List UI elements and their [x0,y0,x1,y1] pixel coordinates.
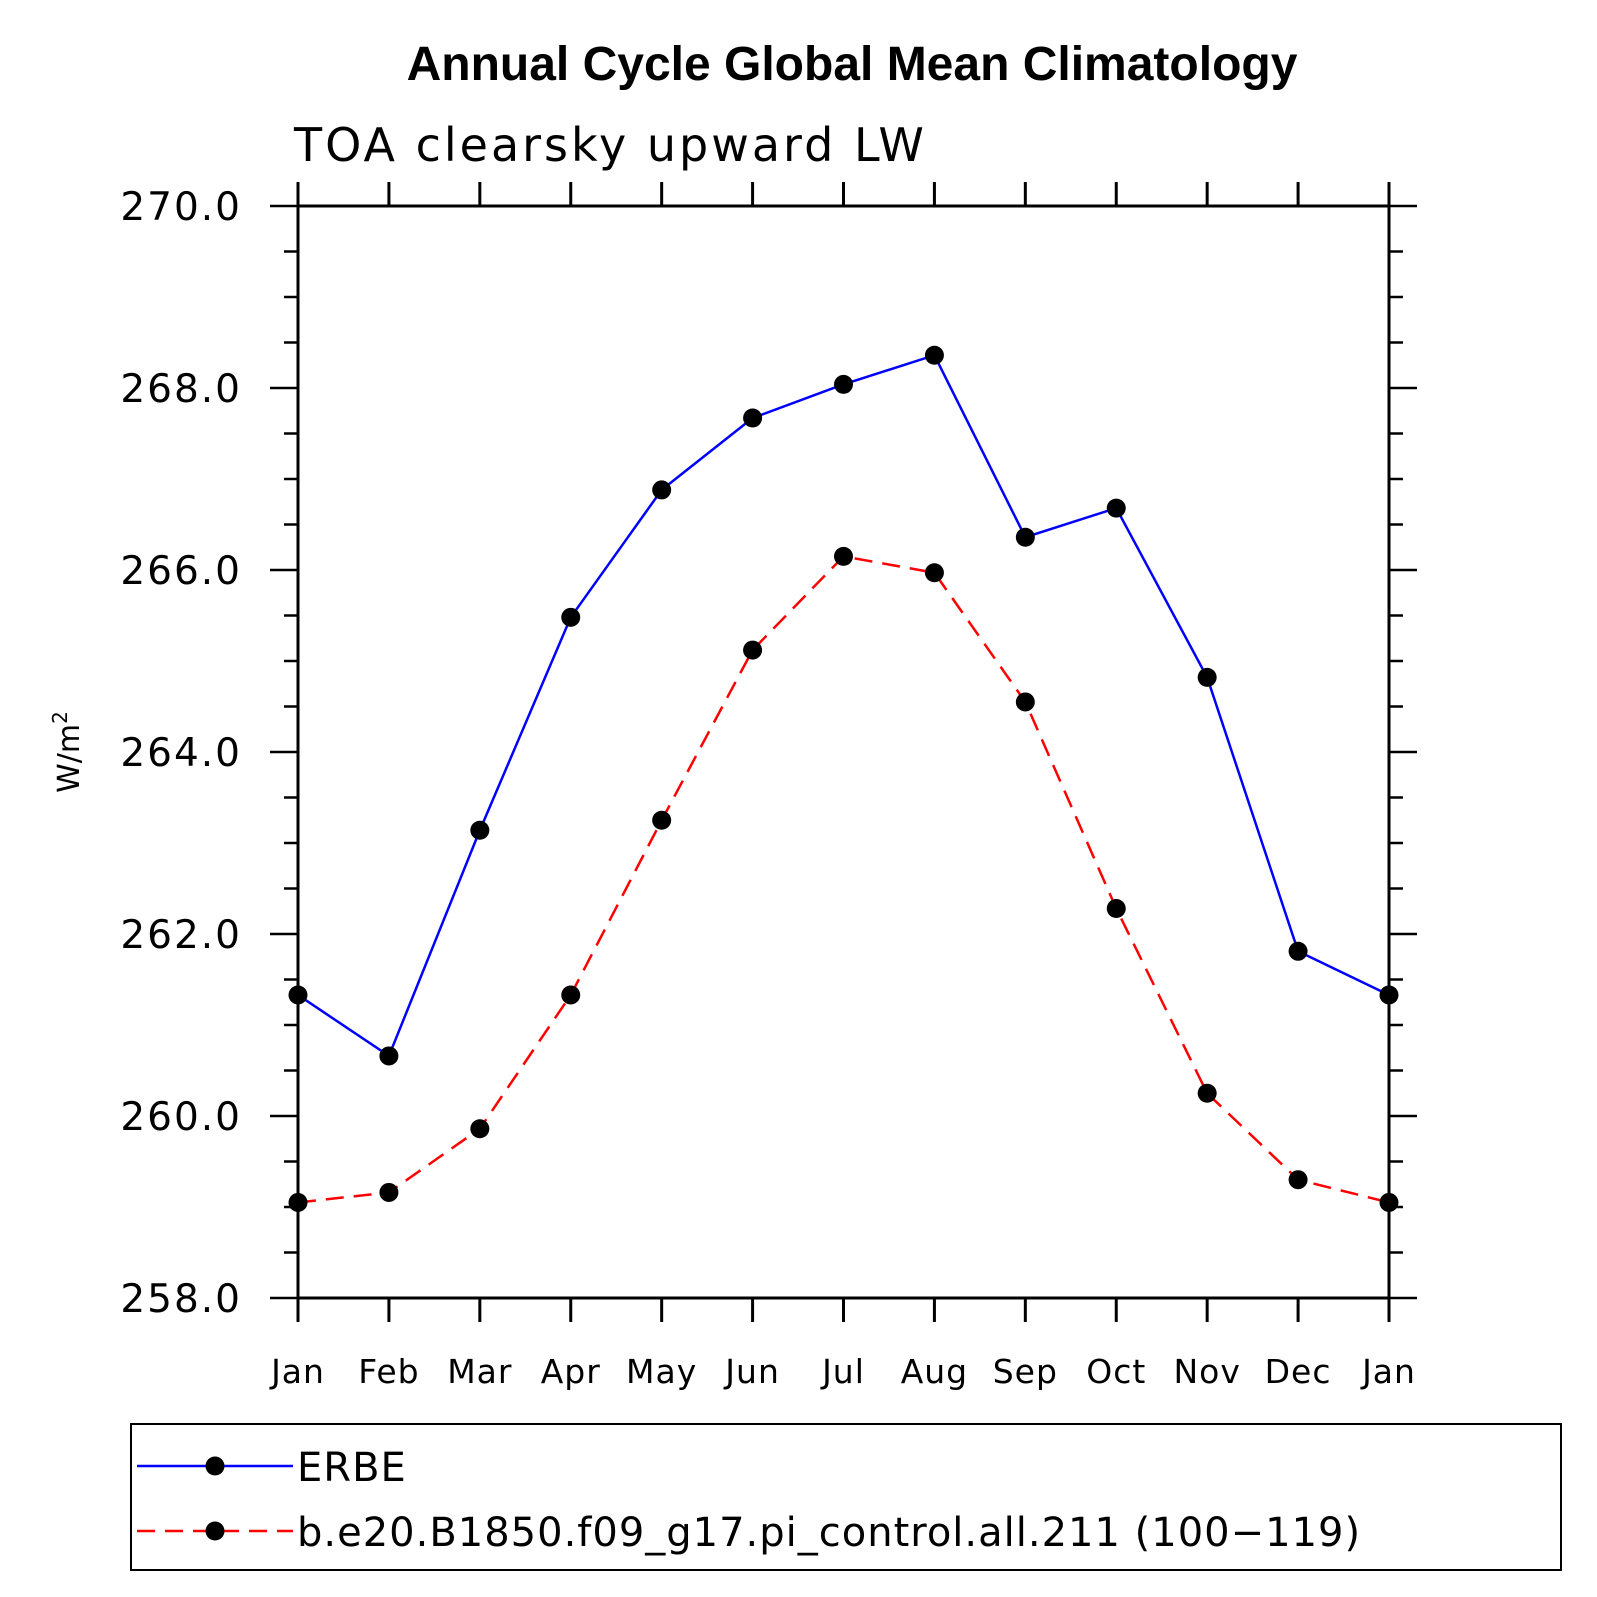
data-point-series-1 [924,345,944,365]
x-tick-label: Dec [1265,1352,1332,1391]
data-point-series-1 [1015,527,1035,547]
x-tick-label: Apr [541,1352,601,1391]
data-point-series-2 [1106,899,1126,919]
data-point-series-1 [1379,985,1399,1005]
y-tick-label: 262.0 [120,913,242,958]
data-point-series-1 [1288,941,1308,961]
x-tick-label: May [626,1352,697,1391]
data-point-series-2 [470,1119,490,1139]
data-point-series-2 [288,1192,308,1212]
data-point-series-1 [561,607,581,627]
data-point-series-2 [1015,692,1035,712]
series-line-2 [297,555,1390,1204]
x-tick-label: Oct [1086,1352,1146,1391]
y-axis-label: W/m2 [48,711,87,793]
data-point-series-2 [924,563,944,583]
x-tick-label: Jan [269,1352,325,1391]
x-tick-label: Aug [901,1352,968,1391]
y-tick-label: 258.0 [120,1277,242,1322]
data-point-series-2 [652,810,672,830]
x-tick-label: Jun [723,1352,780,1391]
data-point-series-2 [743,640,763,660]
data-point-series-1 [379,1046,399,1066]
legend-label-1: ERBE [297,1445,407,1491]
legend-box [130,1423,1562,1571]
series-line-1 [297,353,1390,1058]
data-point-series-2 [834,546,853,566]
data-point-series-1 [834,374,853,394]
x-tick-label: Sep [993,1352,1058,1391]
data-point-series-2 [1379,1192,1399,1212]
data-point-series-2 [379,1182,399,1202]
y-axis-label-superscript: 2 [48,711,72,724]
y-tick-label: 268.0 [120,367,242,412]
x-tick-label: Jan [1360,1352,1416,1391]
chart-title: Annual Cycle Global Mean Climatology [407,38,1298,91]
legend-marker-1 [205,1456,225,1476]
x-tick-label: Feb [358,1352,419,1391]
data-point-series-1 [652,480,672,500]
data-point-series-1 [1197,667,1217,687]
x-tick-label: Mar [447,1352,512,1391]
x-tick-label: Jul [820,1352,865,1391]
data-point-series-1 [470,820,490,840]
y-tick-label: 260.0 [120,1095,242,1140]
y-tick-label: 264.0 [120,731,242,776]
data-point-series-1 [743,408,763,428]
data-point-series-2 [561,985,581,1005]
data-point-series-2 [1197,1083,1217,1103]
data-point-series-1 [1106,498,1126,518]
x-tick-label: Nov [1173,1352,1240,1391]
legend-marker-2 [205,1521,225,1541]
y-axis-label-text: W/m [52,724,87,793]
y-tick-label: 270.0 [120,185,242,230]
chart-subtitle: TOA clearsky upward LW [293,118,927,172]
legend-label-2: b.e20.B1850.f09_g17.pi_control.all.211 (… [297,1510,1361,1556]
data-point-series-1 [288,985,308,1005]
y-tick-label: 266.0 [120,549,242,594]
data-point-series-2 [1288,1170,1308,1190]
plot-frame [296,204,1391,1300]
